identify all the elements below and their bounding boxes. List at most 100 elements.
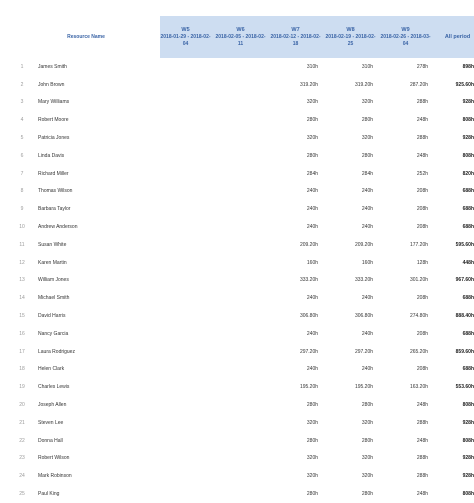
week-hours-cell[interactable]: 280h: [306, 491, 319, 498]
week-hours-cell[interactable]: [215, 200, 266, 218]
week-hours-cell[interactable]: 195.20h: [299, 384, 319, 391]
week-hours-cell[interactable]: 280h: [306, 152, 319, 159]
week-hours-cell[interactable]: 280h: [306, 402, 319, 409]
week-hours-cell[interactable]: [215, 218, 266, 236]
week-header-w5[interactable]: W5 2018-01-29 - 2018-02-04: [160, 16, 212, 58]
week-hours-cell[interactable]: [215, 307, 266, 325]
week-hours-cell[interactable]: [215, 325, 266, 343]
week-hours-cell[interactable]: 208h: [416, 330, 429, 337]
week-hours-cell[interactable]: 284h: [361, 170, 374, 177]
table-row[interactable]: 5 Patricia Jones 320h 320h 288h 928h: [12, 129, 474, 147]
week-hours-cell[interactable]: 240h: [361, 295, 374, 302]
week-hours-cell[interactable]: 320h: [306, 99, 319, 106]
table-row[interactable]: 7 Richard Miller 284h 284h 252h 820h: [12, 165, 474, 183]
table-row[interactable]: 8 Thomas Wilson 240h 240h 208h 688h: [12, 183, 474, 201]
resource-name-cell[interactable]: Mark Robinson: [38, 473, 72, 480]
week-hours-cell[interactable]: 280h: [361, 437, 374, 444]
week-hours-cell[interactable]: [160, 485, 211, 503]
week-hours-cell[interactable]: 288h: [416, 455, 429, 462]
week-hours-cell[interactable]: [215, 94, 266, 112]
week-hours-cell[interactable]: 288h: [416, 473, 429, 480]
resource-name-cell[interactable]: Helen Clark: [38, 366, 65, 373]
week-hours-cell[interactable]: [215, 183, 266, 201]
week-hours-cell[interactable]: 320h: [361, 455, 374, 462]
table-row[interactable]: 16 Nancy Garcia 240h 240h 208h 688h: [12, 325, 474, 343]
all-period-header[interactable]: All period: [435, 16, 474, 58]
week-hours-cell[interactable]: [160, 272, 211, 290]
resource-name-header[interactable]: Resource Name: [12, 16, 161, 58]
week-hours-cell[interactable]: 320h: [361, 419, 374, 426]
table-row[interactable]: 24 Mark Robinson 320h 320h 288h 928h: [12, 467, 474, 485]
week-hours-cell[interactable]: 320h: [306, 455, 319, 462]
table-row[interactable]: 20 Joseph Allen 280h 280h 248h 808h: [12, 396, 474, 414]
week-hours-cell[interactable]: [215, 432, 266, 450]
week-hours-cell[interactable]: 208h: [416, 366, 429, 373]
week-hours-cell[interactable]: [160, 183, 211, 201]
week-hours-cell[interactable]: 208h: [416, 188, 429, 195]
week-hours-cell[interactable]: 208h: [416, 224, 429, 231]
table-row[interactable]: 21 Steven Lee 320h 320h 288h 928h: [12, 414, 474, 432]
resource-name-cell[interactable]: James Smith: [38, 63, 67, 70]
table-row[interactable]: 4 Robert Moore 280h 280h 248h 808h: [12, 111, 474, 129]
week-hours-cell[interactable]: 306.80h: [299, 313, 319, 320]
week-hours-cell[interactable]: 306.80h: [354, 313, 374, 320]
week-hours-cell[interactable]: 320h: [306, 135, 319, 142]
week-hours-cell[interactable]: [215, 289, 266, 307]
week-header-w6[interactable]: W6 2018-02-05 - 2018-02-11: [215, 16, 267, 58]
resource-name-cell[interactable]: Barbara Taylor: [38, 206, 71, 213]
week-hours-cell[interactable]: 240h: [306, 206, 319, 213]
week-hours-cell[interactable]: [160, 289, 211, 307]
week-hours-cell[interactable]: [160, 450, 211, 468]
week-hours-cell[interactable]: 280h: [361, 402, 374, 409]
table-row[interactable]: 23 Robert Wilson 320h 320h 288h 928h: [12, 450, 474, 468]
week-hours-cell[interactable]: 280h: [306, 117, 319, 124]
table-row[interactable]: 12 Karen Martin 160h 160h 128h 448h: [12, 254, 474, 272]
week-hours-cell[interactable]: 333.20h: [354, 277, 374, 284]
table-row[interactable]: 25 Paul King 280h 280h 248h 808h: [12, 485, 474, 503]
week-hours-cell[interactable]: 240h: [361, 224, 374, 231]
week-hours-cell[interactable]: 280h: [361, 152, 374, 159]
week-hours-cell[interactable]: 301.20h: [409, 277, 429, 284]
week-hours-cell[interactable]: 320h: [361, 473, 374, 480]
week-hours-cell[interactable]: [215, 254, 266, 272]
resource-name-cell[interactable]: Joseph Allen: [38, 402, 67, 409]
week-hours-cell[interactable]: [215, 236, 266, 254]
week-hours-cell[interactable]: 128h: [416, 259, 429, 266]
week-hours-cell[interactable]: 240h: [361, 330, 374, 337]
week-hours-cell[interactable]: [160, 58, 211, 76]
week-hours-cell[interactable]: [215, 129, 266, 147]
table-row[interactable]: 17 Laura Rodriguez 297.20h 297.20h 265.20h 85…: [12, 343, 474, 361]
week-hours-cell[interactable]: 209.20h: [299, 241, 319, 248]
week-hours-cell[interactable]: 288h: [416, 419, 429, 426]
week-hours-cell[interactable]: 248h: [416, 437, 429, 444]
table-row[interactable]: 3 Mary Williams 320h 320h 288h 928h: [12, 94, 474, 112]
week-hours-cell[interactable]: [160, 236, 211, 254]
resource-name-cell[interactable]: Michael Smith: [38, 295, 70, 302]
week-hours-cell[interactable]: 288h: [416, 135, 429, 142]
week-hours-cell[interactable]: [160, 165, 211, 183]
week-hours-cell[interactable]: 280h: [361, 491, 374, 498]
week-hours-cell[interactable]: 320h: [306, 419, 319, 426]
week-header-w7[interactable]: W7 2018-02-12 - 2018-02-18: [270, 16, 322, 58]
table-row[interactable]: 10 Andrew Anderson 240h 240h 208h 688h: [12, 218, 474, 236]
week-hours-cell[interactable]: 240h: [306, 330, 319, 337]
table-row[interactable]: 11 Susan White 209.20h 209.20h 177.20h 595.60…: [12, 236, 474, 254]
week-hours-cell[interactable]: 310h: [361, 63, 374, 70]
table-row[interactable]: 22 Donna Hall 280h 280h 248h 808h: [12, 432, 474, 450]
week-hours-cell[interactable]: 252h: [416, 170, 429, 177]
week-hours-cell[interactable]: [160, 111, 211, 129]
week-hours-cell[interactable]: [160, 467, 211, 485]
week-hours-cell[interactable]: [160, 432, 211, 450]
week-hours-cell[interactable]: 160h: [306, 259, 319, 266]
week-hours-cell[interactable]: 297.20h: [354, 348, 374, 355]
week-hours-cell[interactable]: 195.20h: [354, 384, 374, 391]
resource-name-cell[interactable]: Robert Wilson: [38, 455, 70, 462]
resource-name-cell[interactable]: Andrew Anderson: [38, 224, 78, 231]
week-hours-cell[interactable]: 240h: [306, 366, 319, 373]
week-hours-cell[interactable]: [160, 200, 211, 218]
week-hours-cell[interactable]: [160, 147, 211, 165]
week-hours-cell[interactable]: [215, 361, 266, 379]
week-hours-cell[interactable]: 248h: [416, 402, 429, 409]
week-hours-cell[interactable]: [160, 325, 211, 343]
week-hours-cell[interactable]: 278h: [416, 63, 429, 70]
